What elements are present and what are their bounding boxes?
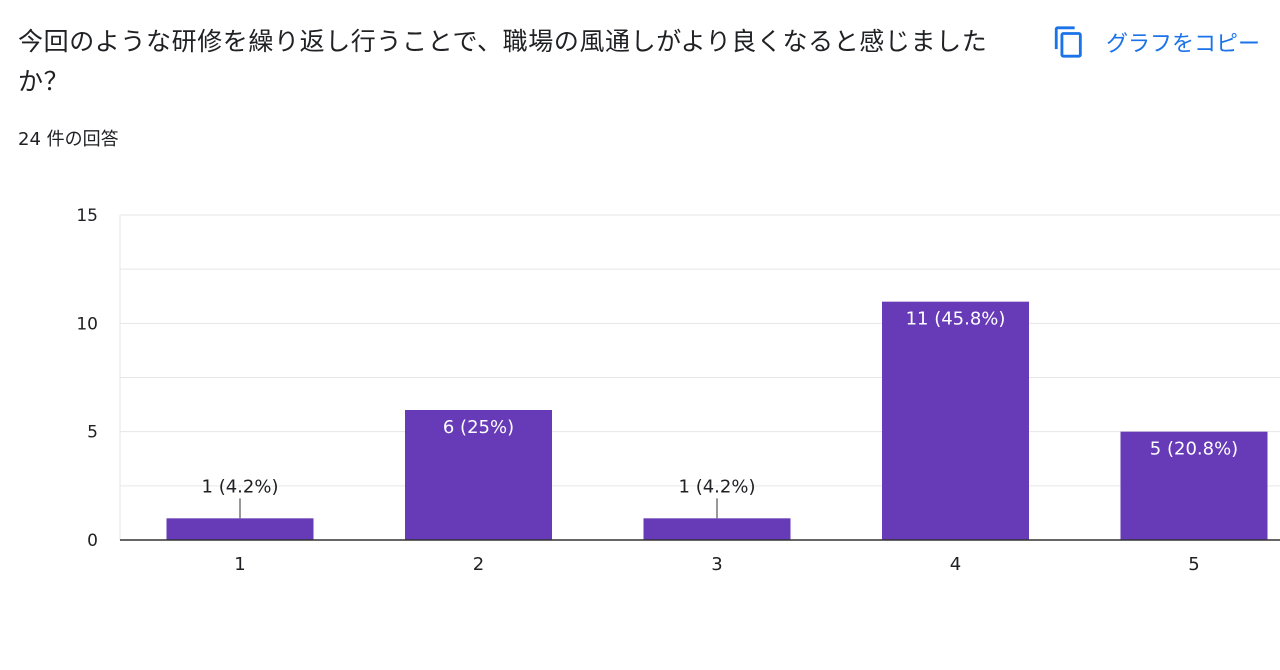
x-tick-label: 4 bbox=[950, 554, 961, 575]
data-label: 11 (45.8%) bbox=[906, 309, 1006, 330]
bar-chart: 0 5 10 15 1 1 (4.2%) 2 6 (25%) 3 1 (4.2%) 4 11 (45.… bbox=[76, 206, 1280, 575]
bar bbox=[1120, 431, 1268, 540]
y-tick-label: 15 bbox=[76, 206, 98, 226]
x-tick-label: 1 bbox=[234, 554, 245, 575]
x-tick-label: 2 bbox=[473, 554, 484, 575]
y-tick-label: 5 bbox=[87, 423, 98, 443]
x-tick-label: 5 bbox=[1188, 554, 1199, 575]
data-label: 1 (4.2%) bbox=[202, 476, 279, 497]
copy-graph-label: グラフをコピー bbox=[1106, 32, 1261, 57]
bar bbox=[643, 518, 791, 540]
bar bbox=[166, 518, 314, 540]
question-title: 今回のような研修を繰り返し行うことで、職場の風通しがより良くなると感じましたか？ bbox=[18, 27, 988, 96]
data-label: 5 (20.8%) bbox=[1150, 439, 1238, 460]
x-tick-label: 3 bbox=[711, 554, 722, 575]
response-count: 24 件の回答 bbox=[18, 129, 119, 150]
y-tick-label: 10 bbox=[76, 314, 98, 334]
bar bbox=[882, 301, 1029, 540]
data-label: 6 (25%) bbox=[443, 417, 514, 438]
y-tick-label: 0 bbox=[87, 531, 98, 551]
bar bbox=[405, 410, 552, 540]
copy-icon bbox=[1054, 26, 1082, 58]
copy-graph-button[interactable]: グラフをコピー bbox=[1052, 22, 1280, 62]
data-label: 1 (4.2%) bbox=[679, 476, 756, 497]
